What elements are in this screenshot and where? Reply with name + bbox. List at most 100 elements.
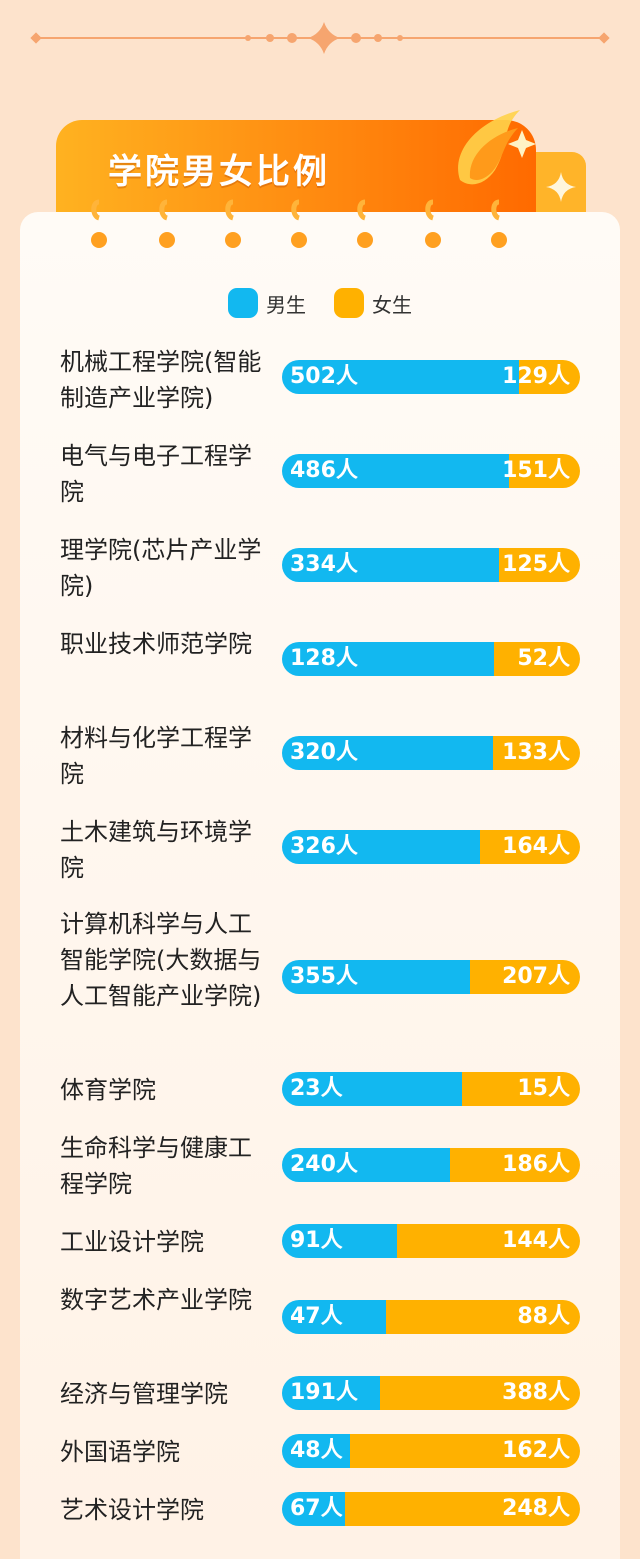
value-label-female: 151人 [502,458,570,483]
bar-segment-female: 248人 [345,1492,580,1526]
binder-ring-icon [425,199,441,248]
category-label: 计算机科学与人工智能学院(大数据与人工智能产业学院) [60,910,262,1010]
category-label: 工业设计学院 [60,1228,204,1256]
category-label: 机械工程学院(智能制造产业学院) [60,348,262,412]
bar-segment-female: 133人 [492,736,580,770]
bar-segment-male: 91人 [282,1224,398,1258]
value-label-female: 164人 [502,834,570,859]
stacked-bar: 320人 133人 [282,736,580,770]
value-label-male: 67人 [290,1496,343,1521]
value-label-male: 486人 [290,458,358,483]
category-label: 艺术设计学院 [60,1496,204,1524]
value-label-male: 48人 [290,1438,343,1463]
category-label: 数字艺术产业学院 [60,1286,252,1314]
category-label: 体育学院 [60,1076,156,1104]
binder-ring-icon [159,199,175,248]
category-label: 土木建筑与环境学院 [60,818,252,882]
stacked-bar: 486人 151人 [282,454,580,488]
value-label-female: 129人 [502,364,570,389]
value-label-female: 144人 [502,1228,570,1253]
stacked-bar: 128人 52人 [282,642,580,676]
bar-segment-female: 15人 [462,1072,580,1106]
binder-ring-icon [357,199,373,248]
value-label-female: 133人 [502,740,570,765]
value-label-female: 162人 [502,1438,570,1463]
value-label-male: 91人 [290,1228,343,1253]
stacked-bar: 334人 125人 [282,548,580,582]
stacked-bar: 23人 15人 [282,1072,580,1106]
bar-segment-male: 355人 [282,960,471,994]
bar-segment-female: 186人 [449,1148,580,1182]
value-label-male: 128人 [290,646,358,671]
legend-label-male: 男生 [266,292,306,317]
binder-ring-icon [291,199,307,248]
value-label-male: 334人 [290,552,358,577]
value-label-male: 326人 [290,834,358,859]
category-label: 材料与化学工程学院 [60,724,252,788]
bar-segment-male: 67人 [282,1492,346,1526]
bar-segment-male: 486人 [282,454,510,488]
bar-segment-male: 48人 [282,1434,351,1468]
value-label-male: 240人 [290,1152,358,1177]
value-label-male: 47人 [290,1304,343,1329]
category-label: 生命科学与健康工程学院 [60,1134,252,1198]
legend-item-male: 男生 [228,288,306,318]
flame-swirl-icon [458,110,536,185]
bar-segment-male: 320人 [282,736,493,770]
value-label-female: 52人 [517,646,570,671]
sparkle-icon [546,172,576,202]
bar-segment-male: 128人 [282,642,494,676]
chart-card [20,212,620,1559]
bar-segment-female: 207人 [470,960,580,994]
bar-segment-male: 502人 [282,360,520,394]
bar-segment-female: 151人 [502,454,580,488]
stacked-bar: 191人 388人 [282,1376,580,1410]
bar-segment-male: 191人 [282,1376,381,1410]
value-label-female: 388人 [502,1380,570,1405]
bar-segment-female: 88人 [385,1300,580,1334]
bar-segment-female: 144人 [397,1224,580,1258]
bar-segment-male: 334人 [282,548,499,582]
category-label: 电气与电子工程学院 [60,442,252,506]
bar-segment-female: 52人 [493,642,580,676]
stacked-bar: 240人 186人 [282,1148,580,1182]
value-label-female: 207人 [502,964,570,989]
value-label-female: 248人 [502,1496,570,1521]
stacked-bar: 47人 88人 [282,1300,580,1334]
stacked-bar: 67人 248人 [282,1492,580,1526]
chart-legend: 男生 女生 [228,288,440,318]
value-label-male: 23人 [290,1076,343,1101]
binder-ring-icon [91,199,107,248]
stacked-bar: 326人 164人 [282,830,580,864]
stacked-bar: 48人 162人 [282,1434,580,1468]
legend-item-female: 女生 [334,288,412,318]
bar-segment-female: 164人 [480,830,580,864]
page-title: 学院男女比例 [108,152,330,192]
value-label-male: 191人 [290,1380,358,1405]
top-decoration [30,22,610,54]
value-label-female: 186人 [502,1152,570,1177]
bar-segment-female: 129人 [502,360,580,394]
bar-segment-female: 125人 [498,548,580,582]
value-label-male: 320人 [290,740,358,765]
bar-segment-male: 326人 [282,830,481,864]
binder-ring-icon [225,199,241,248]
stacked-bar: 355人 207人 [282,960,580,994]
category-label: 外国语学院 [60,1438,180,1466]
legend-swatch-female [334,288,364,318]
bar-segment-female: 162人 [350,1434,580,1468]
category-label: 经济与管理学院 [60,1380,228,1408]
binder-ring-icon [491,199,507,248]
value-label-female: 88人 [517,1304,570,1329]
stacked-bar: 91人 144人 [282,1224,580,1258]
bar-segment-male: 47人 [282,1300,386,1334]
value-label-female: 15人 [517,1076,570,1101]
value-label-male: 355人 [290,964,358,989]
bar-segment-male: 240人 [282,1148,450,1182]
category-label: 职业技术师范学院 [60,630,252,658]
legend-swatch-male [228,288,258,318]
value-label-female: 125人 [502,552,570,577]
legend-label-female: 女生 [372,292,412,317]
stacked-bar: 502人 129人 [282,360,580,394]
value-label-male: 502人 [290,364,358,389]
